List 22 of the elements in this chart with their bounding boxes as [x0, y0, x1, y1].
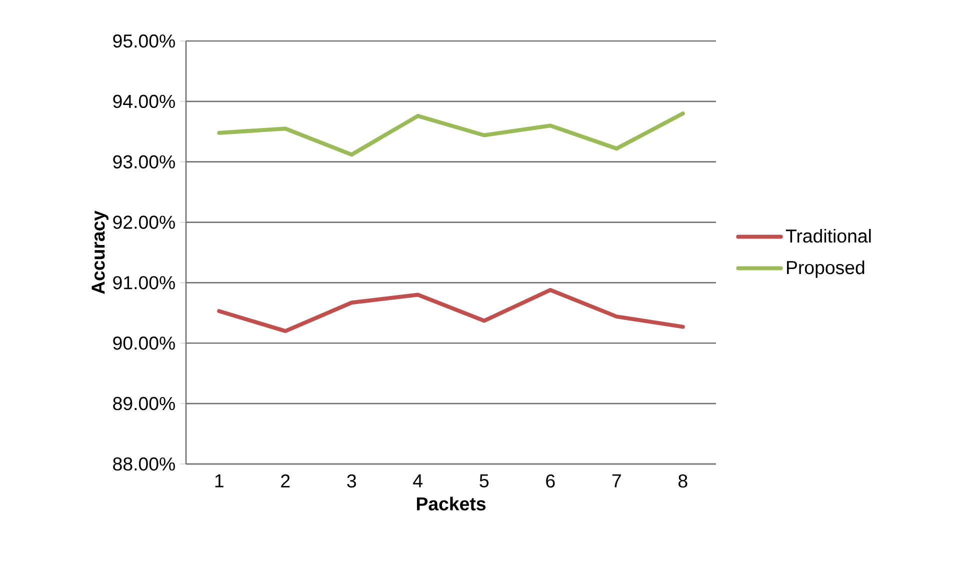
legend-label: Proposed — [787, 260, 864, 278]
y-tick-label: 90.00% — [113, 336, 175, 350]
y-tick-label: 92.00% — [113, 216, 175, 229]
y-tick-label: 94.00% — [113, 94, 175, 108]
line-series — [217, 288, 685, 334]
y-tick-label: 93.00% — [113, 155, 175, 168]
x-tick-label: 2 — [281, 474, 290, 488]
x-tick-label: 5 — [480, 474, 489, 488]
y-tick-label: 88.00% — [113, 457, 175, 471]
line-series — [217, 112, 685, 157]
x-tick-label: 3 — [347, 474, 356, 488]
y-tick-label: 95.00% — [113, 34, 175, 48]
y-axis-title: Accuracy — [92, 210, 108, 294]
x-axis-title: Packets — [416, 496, 486, 510]
x-tick-label: 4 — [413, 474, 423, 488]
x-tick-label: 8 — [678, 474, 688, 488]
y-tick-label: 89.00% — [113, 396, 175, 410]
legend-label: Traditional — [786, 228, 871, 243]
y-tick-label: 91.00% — [113, 276, 175, 290]
x-tick-label: 7 — [612, 474, 621, 488]
x-tick-label: 1 — [215, 474, 224, 488]
x-tick-label: 6 — [546, 474, 555, 488]
